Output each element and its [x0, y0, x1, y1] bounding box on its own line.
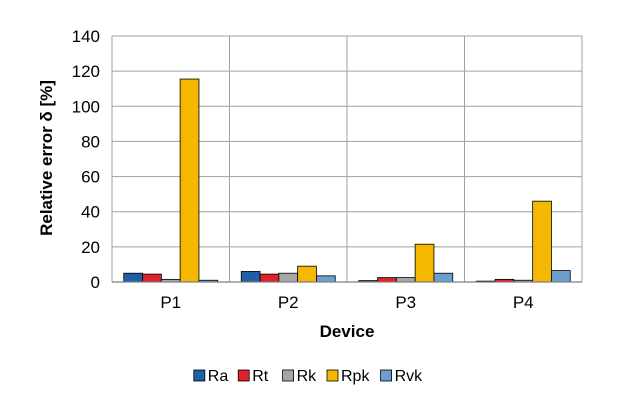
bar-rpk-p2	[297, 265, 317, 283]
bar-rvk-p2	[316, 275, 336, 283]
bar-rt-p1	[142, 273, 162, 283]
y-tick-label: 60	[81, 168, 100, 187]
x-tick-label: P3	[395, 293, 416, 312]
legend: Ra Rt Rk Rpk Rvk	[193, 368, 424, 385]
y-tick-label: 80	[81, 132, 100, 151]
bar-rvk-p4	[551, 270, 571, 283]
y-tick-label: 20	[81, 238, 100, 257]
y-axis-title: Relative error δ [%]	[37, 80, 56, 236]
y-tick-label: 40	[81, 203, 100, 222]
legend-swatch-rt	[237, 369, 250, 382]
legend-label-ra: Ra	[208, 368, 229, 385]
legend-swatch-rvk	[380, 369, 393, 382]
legend-label-rk: Rk	[297, 368, 318, 385]
bar-rt-p3	[377, 277, 397, 283]
bar-rpk-p1	[179, 78, 200, 283]
bar-ra-p1	[123, 272, 143, 283]
legend-swatch-rk	[282, 369, 295, 382]
bar-rk-p2	[278, 272, 299, 283]
x-tick-label: P2	[278, 293, 299, 312]
bars	[123, 78, 571, 283]
bar-rpk-p3	[414, 243, 435, 283]
tick-labels: 0 20 40 60 80 100 120 140 P1 P2 P3 P4	[72, 27, 534, 312]
legend-swatch-ra	[193, 369, 206, 382]
legend-label-rpk: Rpk	[341, 368, 370, 385]
x-tick-label: P1	[160, 293, 181, 312]
y-tick-label: 140	[72, 27, 100, 46]
legend-label-rvk: Rvk	[395, 368, 424, 385]
legend-label-rt: Rt	[252, 368, 269, 385]
y-tick-label: 120	[72, 62, 100, 81]
bar-ra-p2	[240, 271, 261, 283]
bar-rt-p2	[259, 273, 280, 283]
y-tick-label: 100	[72, 97, 100, 116]
bar-rvk-p3	[433, 272, 454, 283]
bar-rk-p3	[395, 277, 416, 283]
x-axis-title: Device	[320, 322, 375, 341]
bar-rpk-p4	[532, 200, 552, 283]
legend-swatch-rpk	[326, 369, 339, 382]
x-tick-label: P4	[513, 293, 534, 312]
y-tick-label: 0	[91, 273, 100, 292]
